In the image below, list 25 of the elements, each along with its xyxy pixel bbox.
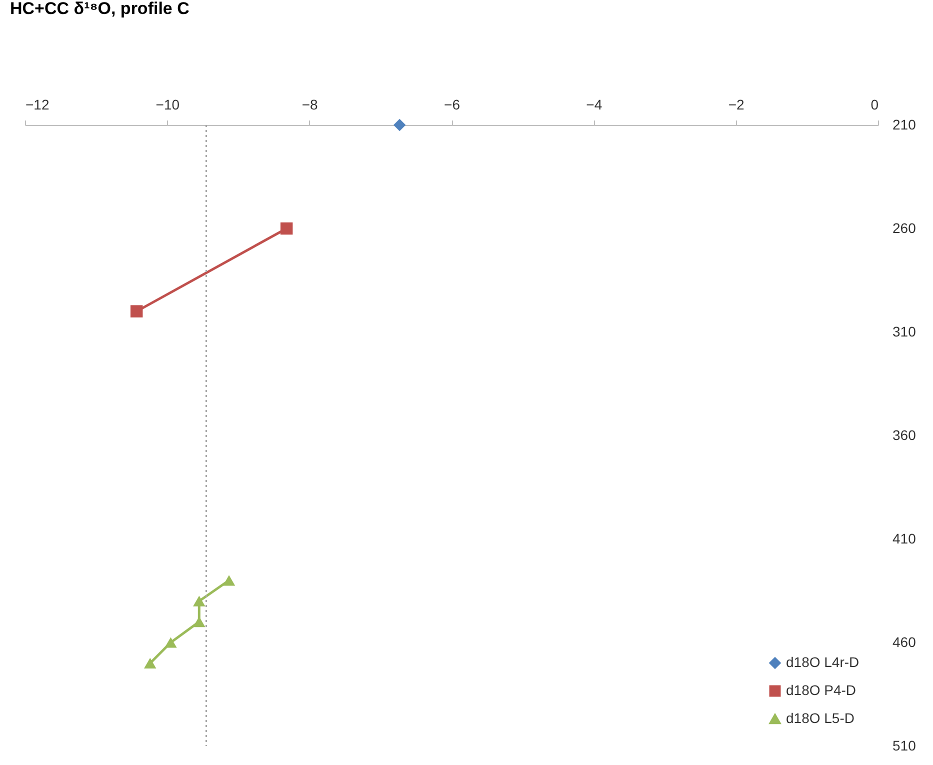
x-tick-label: −8 xyxy=(302,96,318,112)
point xyxy=(193,596,206,606)
y-tick-label: 310 xyxy=(892,324,916,340)
legend-label: d18O L5-D xyxy=(786,710,854,726)
y-tick-label: 410 xyxy=(892,530,916,546)
x-tick-label: −6 xyxy=(444,96,460,112)
y-tick-label: 510 xyxy=(892,738,916,754)
point xyxy=(144,658,156,669)
chart-title: HC+CC δ¹⁸O, profile C xyxy=(10,0,190,18)
y-tick-label: 460 xyxy=(892,634,916,650)
point xyxy=(280,222,293,235)
y-tick-label: 360 xyxy=(892,427,916,443)
legend-label: d18O L4r-D xyxy=(786,654,860,670)
point xyxy=(130,305,143,318)
y-tick-label: 210 xyxy=(892,116,916,132)
point xyxy=(393,118,406,132)
x-tick-label: −2 xyxy=(728,96,745,112)
y-tick-label: 260 xyxy=(892,220,916,236)
x-tick-label: 0 xyxy=(870,96,879,112)
point xyxy=(222,575,236,586)
x-tick-label: −10 xyxy=(156,96,180,112)
x-tick-label: −12 xyxy=(26,96,50,112)
legend-label: d18O P4-D xyxy=(786,682,856,698)
point xyxy=(164,637,177,648)
x-tick-label: −4 xyxy=(586,96,602,112)
